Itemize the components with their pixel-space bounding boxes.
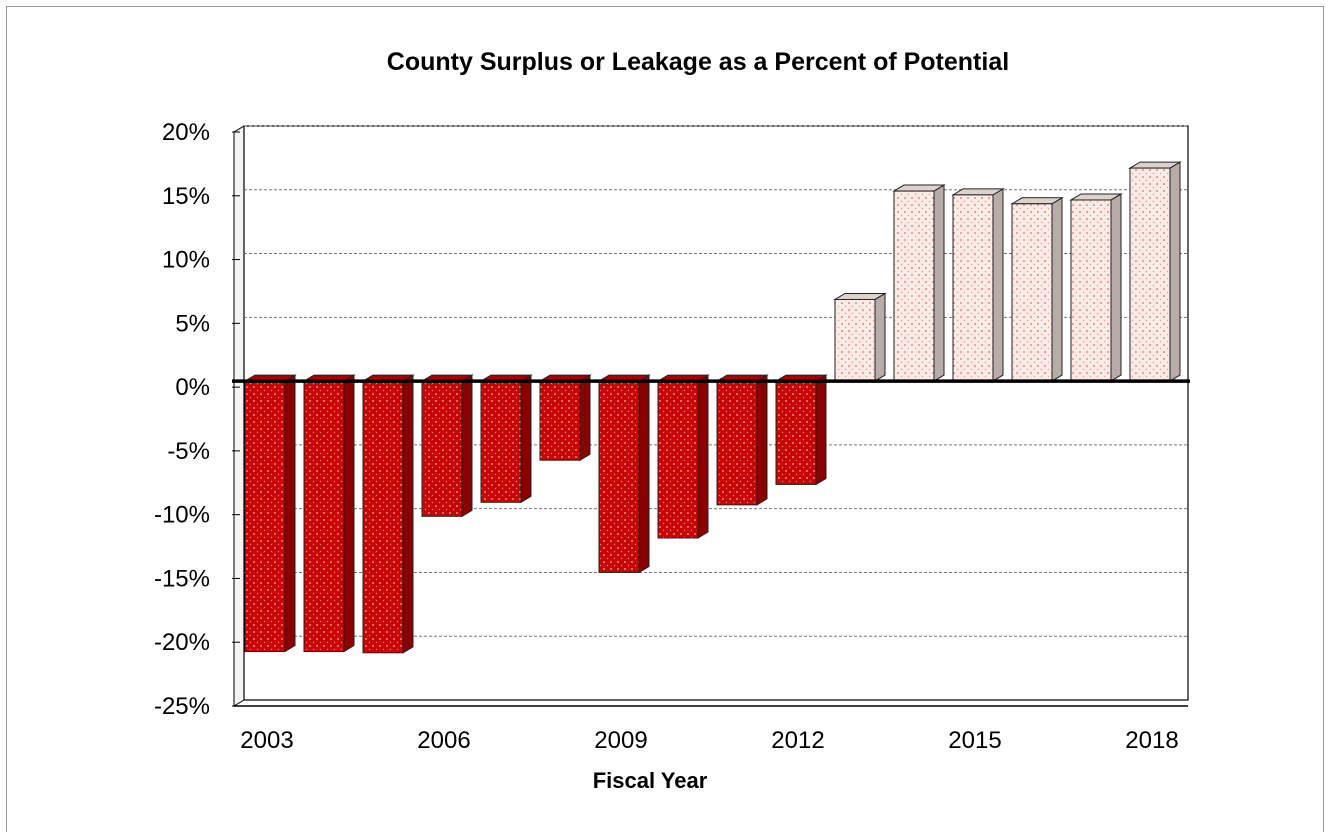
bar-2009 [598,380,640,573]
bar-side [638,374,650,574]
bar-2014 [893,190,935,382]
bar-side [343,374,355,653]
bar-side [520,374,532,504]
x-tick-label: 2015 [948,727,1001,754]
x-tick-label: 2009 [594,727,647,754]
bar-side [874,292,886,382]
plot-area: 20% 15% 10% 5% 0% -5% -10% -15% -20% -25% 2003 2006… [154,119,1190,754]
bar-2005 [362,380,404,654]
bar-2008 [539,380,581,461]
y-tick-label: -15% [154,565,210,592]
bar-side [815,374,827,486]
bar-side [933,184,945,382]
bar-side [461,374,473,518]
bar-side [992,187,1004,382]
plot-side-wall [233,125,245,707]
bar-side [697,374,709,539]
bar-2010 [657,380,699,539]
y-tick-label: 15% [162,183,210,210]
y-tick-label: 20% [162,119,210,146]
bar-2007 [480,380,522,503]
bar-2015 [952,194,994,382]
bar-2012 [775,380,817,485]
bar-2016 [1011,203,1053,382]
bar-side [1169,161,1181,382]
y-tick-label: -20% [154,629,210,656]
y-tick-label: -5% [167,438,210,465]
y-tick-label: 10% [162,247,210,274]
bar-2017 [1070,199,1112,382]
x-tick-label: 2018 [1125,727,1178,754]
bar-side [284,374,296,653]
y-tick-label: -10% [154,502,210,529]
bar-side [579,374,591,462]
bar-side [1110,193,1122,382]
bar-2003 [244,380,286,653]
bar-2011 [716,380,758,506]
bar-side [1051,196,1063,382]
x-tick-label: 2012 [771,727,824,754]
x-tick-label: 2006 [417,727,470,754]
x-axis-label: Fiscal Year [593,768,708,793]
y-tick-label: -25% [154,693,210,720]
chart-title: County Surplus or Leakage as a Percent o… [387,48,1009,76]
y-tick-label: 0% [175,374,210,401]
bar-2013 [834,298,876,382]
bar-side [402,374,414,654]
x-tick-label: 2003 [240,727,293,754]
bar-side [756,374,768,506]
y-tick-label: 5% [175,310,210,337]
bar-2018 [1129,167,1171,382]
bar-2006 [421,380,463,517]
bar-2004 [303,380,345,653]
